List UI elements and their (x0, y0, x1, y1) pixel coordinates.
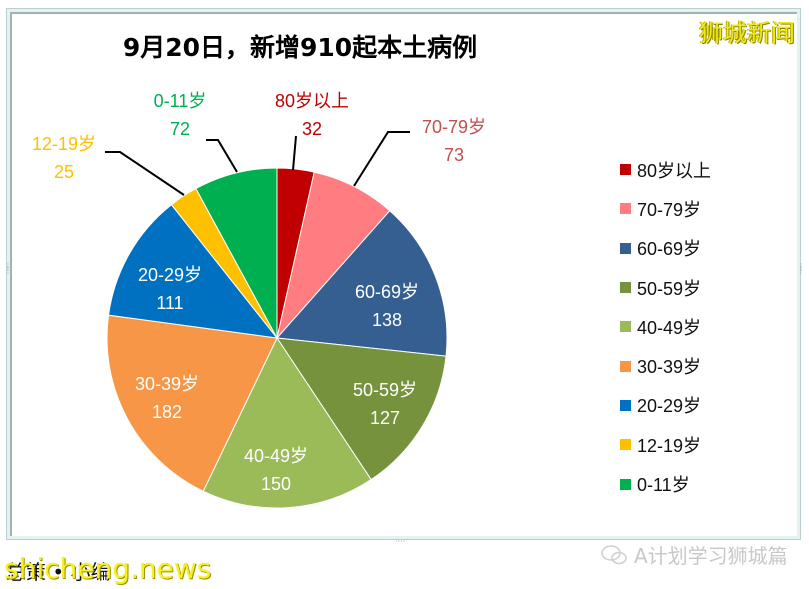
footer-credit: 总策 • 小编 (6, 560, 111, 584)
legend-label: 80岁以上 (637, 160, 712, 181)
legend-item: 60-69岁 (620, 229, 711, 268)
data-label-value: 72 (170, 119, 190, 139)
resize-handle-bottom[interactable]: ···· (395, 537, 406, 546)
legend-swatch (620, 439, 631, 451)
legend-label: 20-29岁 (637, 396, 702, 417)
data-label-value: 150 (261, 474, 291, 494)
data-label-value: 138 (372, 310, 402, 330)
legend-swatch (620, 478, 631, 490)
resize-handle-right[interactable]: ⋮ ⋮ (797, 262, 805, 275)
legend-label: 30-39岁 (637, 357, 702, 378)
legend-item: 80岁以上 (620, 150, 711, 189)
data-label-value: 127 (370, 408, 400, 428)
pie-slice-6 (107, 204, 279, 339)
legend-item: 0-11岁 (620, 464, 711, 503)
pie-chart: 80岁以上 32 70-79岁 73 60-69岁 138 50-59岁 127 40-49岁 1… (32, 91, 486, 509)
data-label-value: 182 (152, 402, 182, 422)
legend-label: 12-19岁 (637, 435, 702, 456)
data-labels: 80岁以上 32 70-79岁 73 60-69岁 138 50-59岁 127 40-49岁 1… (32, 91, 486, 494)
pie-slice-4 (202, 336, 372, 509)
legend-item: 40-49岁 (620, 307, 711, 346)
chart-frame-border (10, 12, 797, 536)
footer-source: A计划学习狮城篇 (600, 540, 788, 569)
legend-swatch (620, 282, 631, 294)
data-label-value: 32 (302, 119, 322, 139)
legend-swatch (620, 399, 631, 411)
data-label-value: 25 (54, 162, 74, 182)
legend-swatch (620, 203, 631, 215)
footer-source-text: A计划学习狮城篇 (634, 544, 788, 568)
data-label-category: 60-69岁 (355, 282, 419, 302)
legend-swatch (620, 164, 631, 176)
brand-watermark: 狮城新闻 (699, 19, 795, 47)
legend-label: 60-69岁 (637, 239, 702, 260)
legend-swatch (620, 360, 631, 372)
data-label-value: 111 (156, 293, 183, 313)
legend: 80岁以上 70-79岁 60-69岁 50-59岁 40-49岁 30-39岁 20-29… (620, 150, 711, 504)
legend-label: 40-49岁 (637, 317, 702, 338)
pie-slice-3 (275, 337, 447, 481)
legend-item: 12-19岁 (620, 425, 711, 464)
legend-label: 50-59岁 (637, 278, 702, 299)
legend-item: 70-79岁 (620, 189, 711, 228)
pie-slices (106, 167, 448, 509)
data-label-category: 12-19岁 (32, 134, 96, 154)
data-label-category: 20-29岁 (138, 265, 202, 285)
legend-item: 50-59岁 (620, 268, 711, 307)
data-label-category: 50-59岁 (353, 380, 417, 400)
legend-label: 70-79岁 (637, 199, 702, 220)
pie-slice-2 (275, 210, 448, 357)
legend-swatch (620, 242, 631, 254)
footer-watermark: shicheng.news (4, 552, 212, 585)
wechat-icon (600, 544, 628, 566)
chart-title: 9月20日，新增910起本土病例 (122, 33, 478, 62)
data-label-category: 0-11岁 (154, 91, 207, 111)
pie-slice-5 (106, 314, 278, 492)
data-label-value: 73 (444, 145, 464, 165)
data-label-category: 80岁以上 (275, 91, 349, 111)
data-label-category: 30-39岁 (135, 374, 199, 394)
legend-item: 30-39岁 (620, 346, 711, 385)
legend-label: 0-11岁 (637, 475, 690, 496)
resize-handle-left[interactable]: ⋮ ⋮ (4, 262, 12, 275)
pie-slice-8 (195, 167, 278, 339)
data-label-category: 70-79岁 (422, 117, 486, 137)
data-label-category: 40-49岁 (244, 446, 308, 466)
leader-lines (105, 131, 410, 196)
legend-item: 20-29岁 (620, 386, 711, 425)
legend-swatch (620, 321, 631, 333)
